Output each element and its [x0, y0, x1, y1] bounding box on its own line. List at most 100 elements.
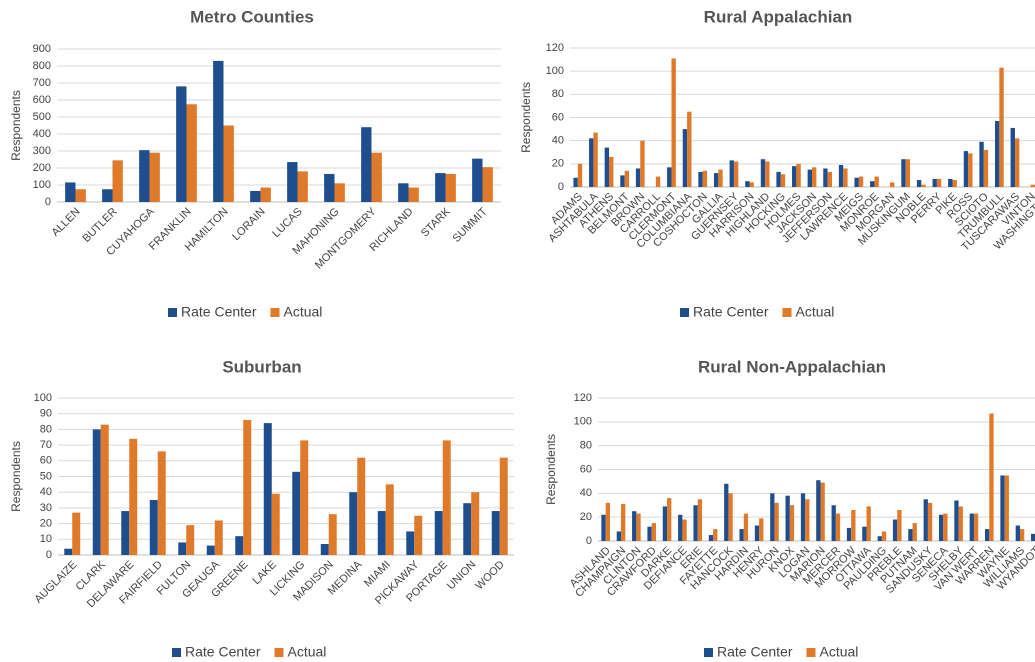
legend-swatch [704, 648, 713, 657]
bar [713, 529, 718, 541]
y-tick-label: 120 [574, 392, 592, 404]
bar [760, 159, 766, 187]
bar [892, 519, 898, 541]
x-tick-label: UNION [445, 559, 479, 593]
legend-label: Rate Center [181, 304, 257, 320]
bar [923, 499, 928, 541]
bar [936, 178, 942, 187]
x-tick-label: STARK [419, 205, 453, 239]
x-tick-label: AUGLAIZE [32, 559, 79, 606]
y-tick-label: 900 [33, 43, 51, 55]
bar [963, 151, 969, 187]
bar [662, 506, 668, 541]
y-tick-label: 20 [552, 158, 564, 170]
bar [398, 183, 409, 202]
bar [843, 168, 848, 187]
bar [682, 129, 688, 187]
chart-title: Metro Counties [190, 7, 314, 26]
bar [601, 514, 606, 541]
bar [214, 520, 223, 555]
bar [870, 181, 875, 187]
bar [1014, 138, 1020, 187]
chart-title: Rural Non-Appalachian [698, 357, 886, 376]
bar [932, 178, 937, 187]
bar [812, 167, 817, 187]
bar [905, 159, 911, 187]
bar [862, 526, 867, 541]
bar [881, 531, 887, 541]
bar [64, 548, 73, 555]
bar [816, 480, 821, 541]
bar [300, 440, 309, 555]
bar [774, 502, 779, 541]
bar [92, 429, 101, 555]
x-tick-label: ALLEN [50, 206, 83, 239]
bar [800, 493, 806, 541]
y-tick-label: 10 [40, 533, 52, 545]
bar [1031, 533, 1035, 541]
y-tick-label: 400 [33, 128, 51, 140]
bar [901, 159, 906, 187]
x-tick-label: WOOD [473, 559, 507, 593]
bar [838, 164, 844, 187]
bar [75, 189, 86, 202]
bar [651, 523, 657, 541]
legend-swatch [172, 648, 181, 657]
y-tick-label: 500 [33, 111, 51, 123]
bar [921, 184, 926, 187]
bar [724, 483, 729, 541]
bar [697, 499, 703, 541]
bar [805, 499, 810, 541]
bar [831, 505, 836, 541]
bar [698, 171, 703, 187]
bar [482, 167, 493, 202]
bar [499, 457, 508, 555]
bar [250, 190, 261, 202]
bar [984, 529, 990, 541]
bar [176, 86, 187, 202]
bar [739, 529, 744, 541]
bar [718, 169, 723, 187]
bar [621, 504, 626, 541]
bar [349, 492, 358, 555]
bar [749, 182, 754, 187]
bar [708, 535, 714, 541]
bar [745, 181, 750, 187]
bar [260, 187, 271, 202]
bar [620, 175, 625, 187]
bar [235, 536, 244, 555]
bar [1019, 529, 1025, 541]
bar [213, 60, 224, 203]
bar [616, 531, 622, 541]
bar [667, 498, 672, 541]
legend-label: Rate Center [693, 304, 769, 320]
bar [713, 173, 719, 187]
bar [820, 482, 825, 541]
bar [1010, 127, 1015, 187]
bar [442, 440, 451, 555]
y-tick-label: 100 [574, 416, 592, 428]
bar [632, 511, 637, 541]
bar [112, 160, 123, 202]
bar [807, 169, 812, 187]
bar [1015, 525, 1020, 541]
bar [445, 173, 456, 202]
bar [206, 545, 215, 555]
legend-swatch [680, 308, 689, 317]
y-tick-label: 100 [34, 392, 52, 404]
y-tick-label: 40 [552, 135, 564, 147]
bar [754, 525, 760, 541]
bar [671, 58, 676, 187]
bar [589, 138, 594, 187]
bar [682, 519, 687, 541]
bar [979, 141, 984, 187]
bar [851, 510, 856, 541]
bar [463, 503, 472, 555]
legend-label: Actual [795, 304, 834, 320]
bar [223, 125, 234, 202]
legend-swatch [274, 648, 284, 657]
bar [858, 176, 864, 187]
legend-label: Actual [283, 304, 322, 320]
y-tick-label: 50 [40, 470, 52, 482]
legend-swatch [270, 308, 280, 317]
